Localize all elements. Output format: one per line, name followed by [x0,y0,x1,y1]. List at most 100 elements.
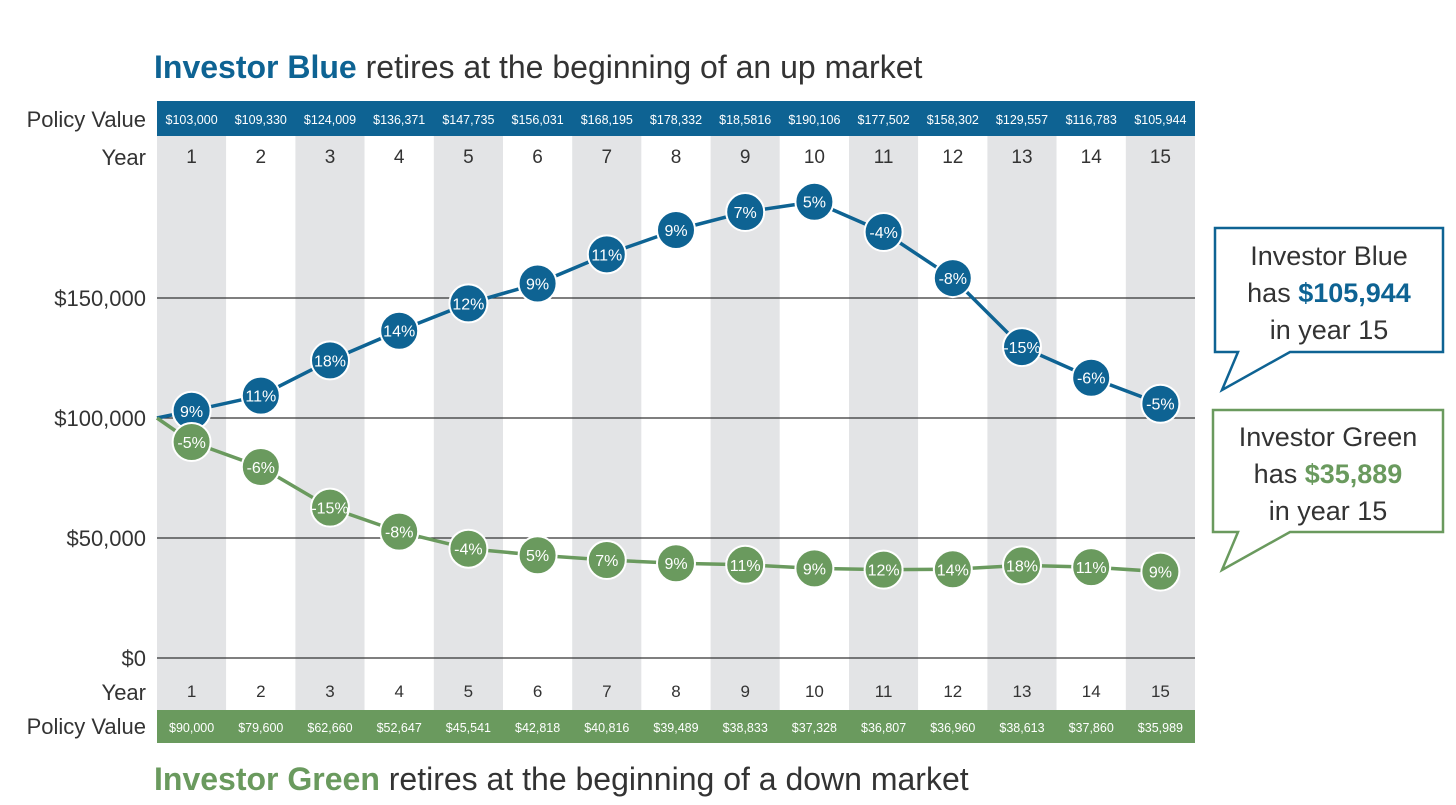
return-label-green: -5% [177,435,205,452]
column-stripe [572,136,642,710]
callout-blue-line3: in year 15 [1270,315,1389,345]
column-stripes [157,136,1195,710]
data-point-blue: -15% [1002,327,1042,368]
policy-value-blue-label: $136,371 [373,113,425,127]
year-label-bottom: 1 [187,682,196,701]
data-point-blue: -5% [1140,383,1181,424]
callout-blue-has: has [1247,278,1298,308]
data-point-green: -4% [448,528,489,569]
year-label-top: 15 [1150,147,1171,168]
callout-green-has: has [1254,459,1305,489]
data-marker-blue [1140,383,1181,424]
chart-title-top: Investor Blue retires at the beginning o… [154,49,923,85]
year-label-bottom: 5 [464,682,473,701]
gridlines [157,297,1195,659]
policy-value-blue-label: $177,502 [858,113,910,127]
policy-value-blue-label: $178,332 [650,113,702,127]
policy-value-green-label: $42,818 [515,721,560,735]
year-label-bottom: 2 [256,682,265,701]
return-label-blue: -5% [1146,397,1174,414]
callout-green-line2: has $35,889 [1254,459,1403,489]
year-label-bottom: 4 [394,682,403,701]
data-point-green: 14% [932,549,973,590]
policy-value-blue-label: $168,195 [581,113,633,127]
data-point-blue: 7% [725,192,766,233]
policy-value-green-label: $37,860 [1069,721,1114,735]
policy-value-green-label: $62,660 [307,721,352,735]
return-label-blue: 18% [314,353,346,370]
return-label-blue: 12% [452,296,484,313]
data-point-green: -6% [240,446,281,487]
callout-green-bubble [1211,408,1445,573]
policy-value-labels: $103,000 $90,000 $109,330 $79,600 $124,009 $6… [166,113,1187,735]
return-label-blue: -4% [869,225,897,242]
data-marker-green [517,535,558,576]
year-label-bottom: 3 [325,682,334,701]
data-marker-green [725,544,766,585]
data-marker-blue [310,340,350,381]
year-label-top: 13 [1011,147,1032,168]
return-label-green: 14% [937,562,969,579]
policy-value-blue-label: $129,557 [996,113,1048,127]
year-label-top: 2 [256,147,267,168]
data-marker-blue [656,210,696,251]
policy-value-green-label: $45,541 [446,721,491,735]
data-marker-blue [517,263,558,304]
callout-green: Investor Green has $35,889 in year 15 [1211,408,1445,573]
year-label-bottom: 13 [1013,682,1032,701]
data-point-green: 9% [1140,551,1181,592]
data-marker-green [656,543,696,584]
return-label-green: 7% [595,553,618,570]
series-layer: 9% 11% 18% 14% 12% 9% 11% 9% 7% 5% -4% -8% -15% -6% -5… [156,181,1181,592]
column-stripe [364,136,434,710]
data-point-green: -8% [379,511,420,552]
column-stripe [433,136,503,710]
title-top-rest: retires at the beginning of an up market [357,49,923,85]
data-marker-blue [1002,327,1042,368]
data-point-blue: 11% [586,234,627,275]
year-label-top: 4 [394,147,405,168]
data-point-green: 7% [586,540,627,581]
data-marker-blue [725,192,766,233]
policy-value-green-label: $38,833 [723,721,768,735]
data-marker-green [379,511,420,552]
year-label-bottom: 11 [875,682,893,701]
data-point-green: -5% [171,422,212,462]
policy-value-green-label: $35,989 [1138,721,1183,735]
y-axis-tick-labels: $0 $50,000 $100,000 $150,000 [54,286,146,671]
year-label-top: 14 [1081,147,1103,168]
title-top-bold: Investor Blue [154,49,357,85]
year-label-top: 1 [186,147,197,168]
policy-value-green-label: $36,807 [861,721,906,735]
return-label-green: -15% [311,501,348,518]
year-label-top: 7 [602,147,613,168]
data-marker-blue [240,375,281,416]
policy-value-blue-label: $124,009 [304,113,356,127]
data-marker-green [1071,547,1112,588]
return-label-blue: 14% [383,324,415,341]
series-line-blue [156,199,1162,420]
year-label-bottom: 9 [740,682,749,701]
row-label-year-bottom: Year [102,680,146,705]
callout-green-line1: Investor Green [1239,422,1418,452]
data-point-blue: 5% [794,181,835,222]
return-label-green: 9% [1149,565,1172,582]
data-point-green: 18% [1002,545,1042,586]
year-label-bottom: 6 [533,682,542,701]
return-label-green: 11% [1076,560,1107,577]
data-marker-blue [794,181,835,222]
data-point-green: 11% [725,544,766,585]
row-label-policy-value-top: Policy Value [27,107,146,132]
policy-value-blue-label: $116,783 [1066,113,1117,127]
return-label-green: -4% [454,542,482,559]
y-tick-label: $150,000 [54,286,146,311]
policy-value-blue-label: $103,000 [166,113,218,127]
year-label-top: 3 [325,147,336,168]
y-tick-label: $0 [122,646,146,671]
callout-green-line3: in year 15 [1269,496,1388,526]
data-point-blue: 9% [656,210,696,251]
y-tick-label: $50,000 [66,526,146,551]
row-label-year-top: Year [102,145,146,170]
column-stripe [1056,136,1126,710]
chart-title-bottom: Investor Green retires at the beginning … [154,761,969,797]
